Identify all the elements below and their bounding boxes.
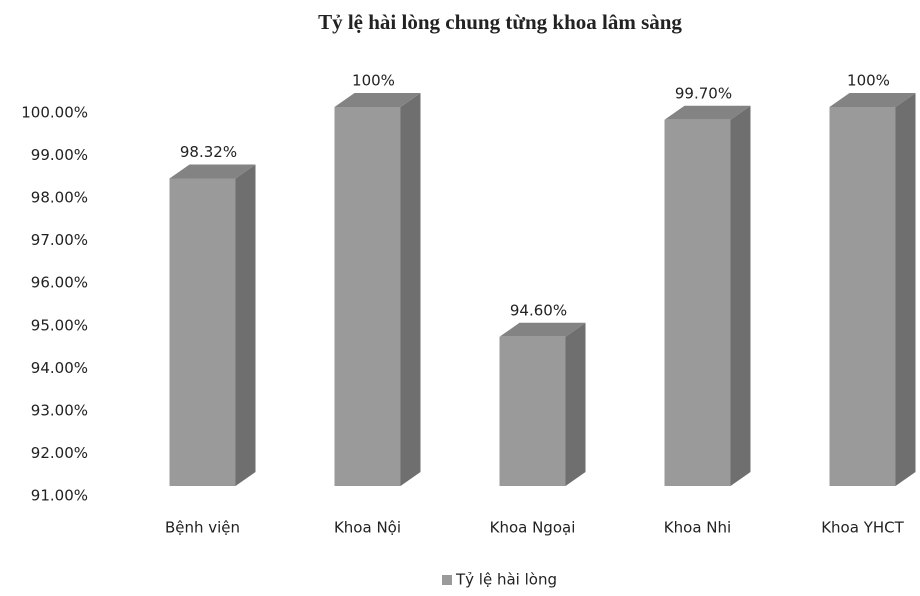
bar-front bbox=[829, 107, 896, 486]
value-label: 100% bbox=[352, 72, 395, 90]
bar-side bbox=[895, 93, 916, 486]
x-tick-label: Khoa YHCT bbox=[821, 519, 904, 537]
y-tick-label: 97.00% bbox=[31, 231, 88, 249]
bar-front bbox=[499, 336, 566, 486]
y-tick-label: 96.00% bbox=[31, 274, 88, 292]
bar bbox=[664, 105, 751, 487]
y-tick-label: 99.00% bbox=[31, 146, 88, 164]
y-tick-label: 98.00% bbox=[31, 189, 88, 207]
value-label: 94.60% bbox=[510, 301, 567, 319]
value-label: 99.70% bbox=[675, 84, 732, 102]
bar bbox=[499, 322, 586, 486]
bar-side bbox=[730, 105, 751, 487]
bar-side bbox=[565, 322, 586, 486]
bar-top bbox=[334, 93, 421, 107]
bar-top bbox=[829, 93, 916, 107]
chart-title: Tỷ lệ hài lòng chung từng khoa lâm sàng bbox=[318, 10, 682, 34]
value-label: 98.32% bbox=[180, 143, 237, 161]
y-tick-label: 100.00% bbox=[21, 104, 88, 122]
y-tick-label: 92.00% bbox=[31, 444, 88, 462]
bar-front bbox=[169, 178, 236, 486]
bar-top bbox=[499, 322, 586, 337]
x-tick-label: Bệnh viện bbox=[165, 519, 240, 537]
bar-top bbox=[664, 105, 751, 120]
bar bbox=[829, 93, 916, 486]
x-tick-label: Khoa Nhi bbox=[664, 519, 731, 537]
y-tick-label: 94.00% bbox=[31, 359, 88, 377]
bar bbox=[169, 164, 256, 486]
bar-side bbox=[235, 164, 256, 486]
value-label: 100% bbox=[847, 72, 890, 90]
x-tick-label: Khoa Nội bbox=[334, 519, 401, 537]
legend-swatch bbox=[442, 575, 452, 585]
bar bbox=[334, 93, 421, 486]
bar-front bbox=[664, 119, 731, 487]
y-tick-label: 93.00% bbox=[31, 401, 88, 419]
x-tick-label: Khoa Ngoại bbox=[490, 519, 576, 537]
bar-front bbox=[334, 107, 401, 486]
bar-side bbox=[400, 93, 421, 486]
y-tick-label: 91.00% bbox=[31, 487, 88, 505]
bar-top bbox=[169, 164, 256, 179]
legend-label: Tỷ lệ hài lòng bbox=[455, 571, 557, 589]
y-tick-label: 95.00% bbox=[31, 316, 88, 334]
